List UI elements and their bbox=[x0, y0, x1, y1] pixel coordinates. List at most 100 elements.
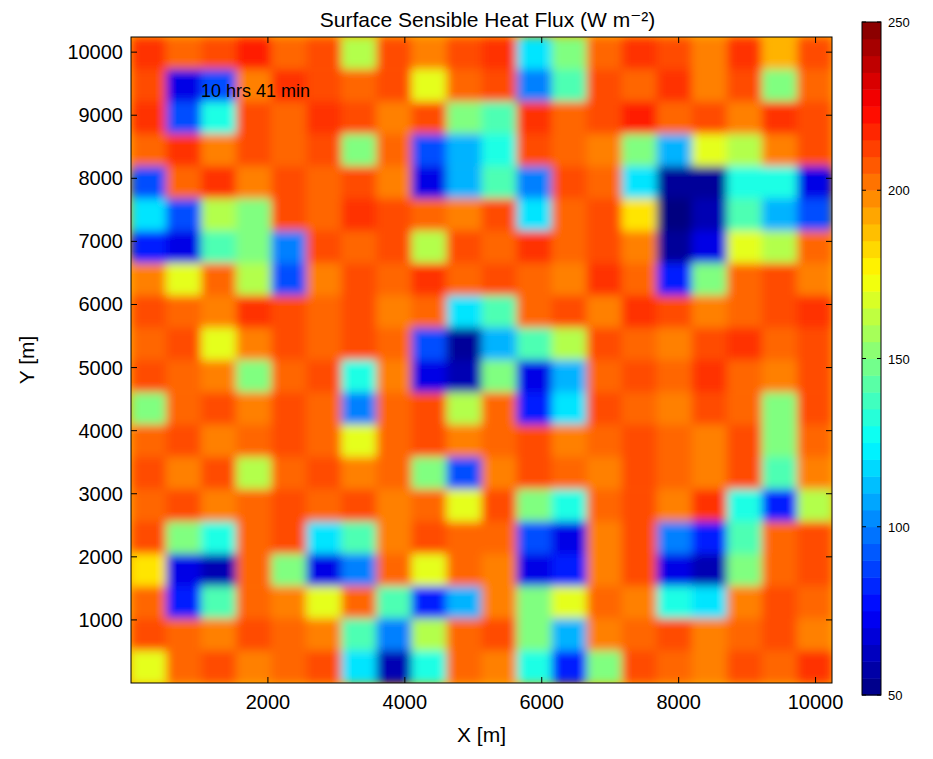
heat-cell bbox=[762, 231, 798, 264]
heat-cell bbox=[797, 199, 832, 232]
colorbar-frame bbox=[862, 22, 881, 695]
colorbar-strip bbox=[862, 560, 881, 577]
heat-cell bbox=[236, 231, 272, 264]
heat-cell bbox=[236, 134, 272, 167]
heat-cell bbox=[166, 263, 202, 296]
heat-cell bbox=[552, 166, 588, 199]
heat-cell bbox=[797, 425, 832, 458]
heat-cell bbox=[271, 199, 307, 232]
heat-cell bbox=[552, 263, 588, 296]
x-tick bbox=[541, 37, 542, 43]
heat-cell bbox=[271, 586, 307, 619]
heat-cell bbox=[236, 360, 272, 393]
heat-cell bbox=[446, 554, 482, 587]
heat-cell bbox=[201, 554, 237, 587]
colorbar-strip bbox=[862, 173, 881, 190]
heat-cell bbox=[341, 69, 377, 102]
heat-cell bbox=[306, 69, 342, 102]
heat-cell bbox=[517, 69, 553, 102]
heat-cell bbox=[762, 618, 798, 651]
heat-cell bbox=[411, 166, 447, 199]
heat-cell bbox=[692, 586, 728, 619]
heat-cell bbox=[727, 328, 763, 361]
heat-cell bbox=[131, 489, 167, 522]
heat-cell bbox=[692, 69, 728, 102]
colorbar-strip bbox=[862, 577, 881, 594]
heat-cell bbox=[201, 457, 237, 490]
heat-cell bbox=[306, 554, 342, 587]
x-tick-label: 6000 bbox=[519, 691, 564, 713]
heat-cell bbox=[587, 166, 623, 199]
heat-cell bbox=[446, 392, 482, 425]
heat-cell bbox=[482, 69, 518, 102]
heat-cell bbox=[587, 328, 623, 361]
heat-cell bbox=[341, 166, 377, 199]
colorbar-tick-label: 50 bbox=[888, 688, 902, 703]
heat-cell bbox=[517, 392, 553, 425]
heat-cell bbox=[271, 425, 307, 458]
heat-cell bbox=[622, 231, 658, 264]
heat-cell bbox=[622, 263, 658, 296]
heat-cell bbox=[727, 522, 763, 555]
heat-cell bbox=[201, 199, 237, 232]
heat-cell bbox=[657, 651, 693, 683]
heat-cell bbox=[517, 295, 553, 328]
y-tick-label: 4000 bbox=[79, 420, 124, 442]
heat-cell bbox=[201, 360, 237, 393]
y-tick bbox=[826, 493, 832, 494]
heat-cell bbox=[797, 231, 832, 264]
heat-cell bbox=[131, 554, 167, 587]
heat-cell bbox=[482, 392, 518, 425]
colorbar-tick-label: 150 bbox=[888, 352, 910, 367]
heat-cell bbox=[692, 651, 728, 683]
colorbar-strip bbox=[862, 342, 881, 359]
heat-cell bbox=[446, 295, 482, 328]
heat-cell bbox=[727, 69, 763, 102]
chart: 2000400060008000100001000200030004000500… bbox=[0, 0, 933, 759]
heat-cell bbox=[762, 360, 798, 393]
heat-cell bbox=[236, 522, 272, 555]
heat-cell bbox=[306, 37, 342, 70]
heat-cell bbox=[341, 134, 377, 167]
heat-cell bbox=[587, 134, 623, 167]
heat-cell bbox=[411, 295, 447, 328]
heat-cell bbox=[236, 392, 272, 425]
heat-cell bbox=[341, 651, 377, 683]
heat-cell bbox=[797, 263, 832, 296]
heat-cell bbox=[797, 618, 832, 651]
heat-cell bbox=[587, 586, 623, 619]
colorbar-tick bbox=[877, 22, 881, 23]
heat-cell bbox=[622, 295, 658, 328]
heat-cell bbox=[657, 425, 693, 458]
heat-cell bbox=[727, 134, 763, 167]
heat-cell bbox=[341, 231, 377, 264]
heat-cell bbox=[166, 295, 202, 328]
y-tick bbox=[131, 367, 137, 368]
heat-cell bbox=[622, 102, 658, 135]
heat-cell bbox=[552, 586, 588, 619]
heat-cell bbox=[622, 134, 658, 167]
heat-cell bbox=[271, 489, 307, 522]
colorbar-strip bbox=[862, 89, 881, 106]
heat-cell bbox=[166, 37, 202, 70]
heat-cell bbox=[236, 425, 272, 458]
heat-cell bbox=[552, 360, 588, 393]
heat-cell bbox=[587, 554, 623, 587]
heat-cell bbox=[236, 166, 272, 199]
heat-cell bbox=[622, 489, 658, 522]
y-tick-label: 8000 bbox=[79, 167, 124, 189]
heat-cell bbox=[552, 199, 588, 232]
colorbar-strip bbox=[862, 22, 881, 39]
heat-cell bbox=[517, 554, 553, 587]
heat-cell bbox=[131, 295, 167, 328]
y-tick bbox=[826, 178, 832, 179]
heat-cell bbox=[762, 102, 798, 135]
heat-cell bbox=[411, 102, 447, 135]
x-tick bbox=[678, 37, 679, 43]
colorbar-strip bbox=[862, 291, 881, 308]
heat-cell bbox=[341, 425, 377, 458]
heat-cell bbox=[552, 69, 588, 102]
heat-cell bbox=[517, 360, 553, 393]
heat-cell bbox=[341, 37, 377, 70]
heat-cell bbox=[517, 199, 553, 232]
